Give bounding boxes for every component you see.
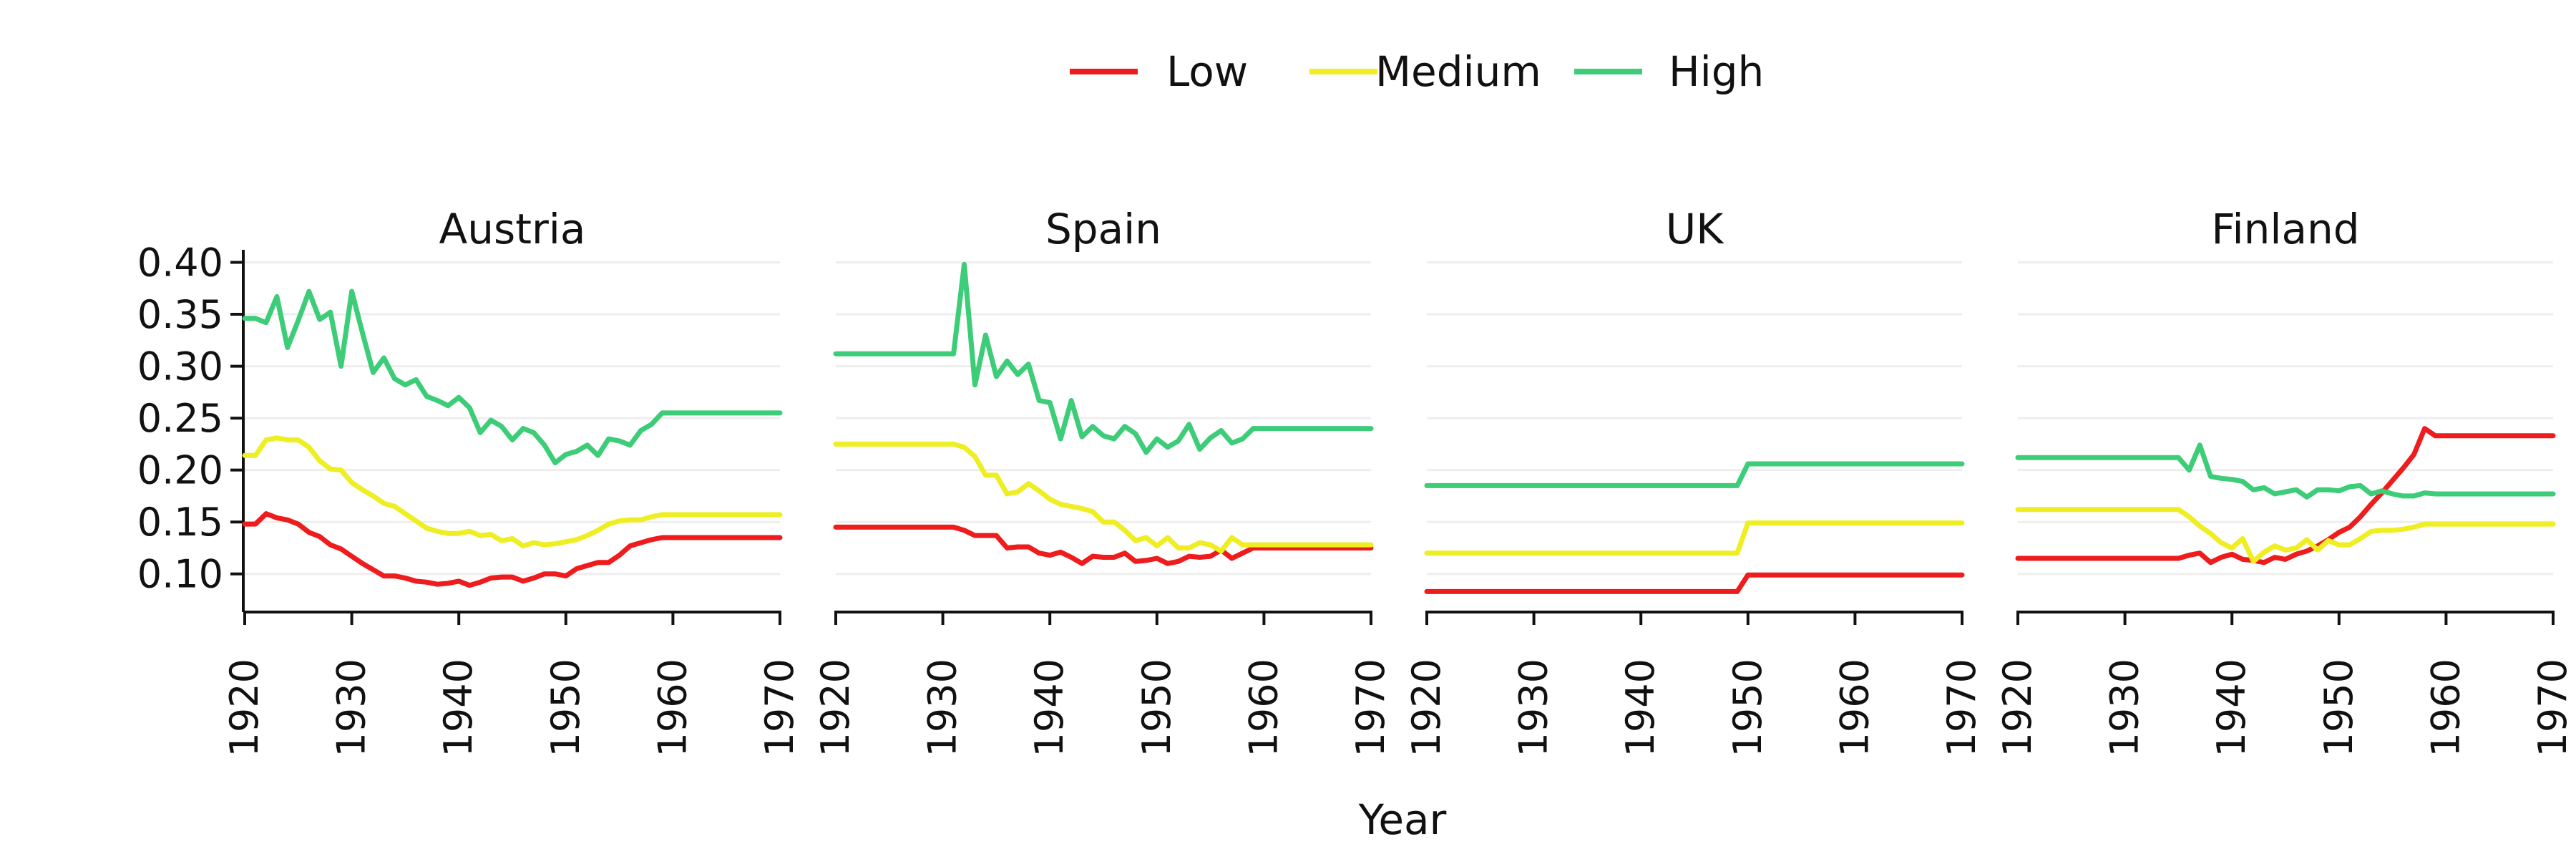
x-tick-label-1930: 1930 bbox=[1511, 659, 1556, 757]
series-line-spain-low bbox=[833, 524, 1374, 566]
y-tick-label-0.30: 0.30 bbox=[137, 344, 223, 389]
y-tick-label-0.40: 0.40 bbox=[137, 241, 223, 286]
x-axis-title: Year bbox=[1358, 795, 1447, 844]
panel-spain: Spain 1920 1930 1940 1950 1960 1970 bbox=[813, 205, 1393, 757]
x-tick-label-1950: 1950 bbox=[543, 659, 588, 757]
y-tick-label-0.15: 0.15 bbox=[137, 500, 223, 545]
x-tick-label-1940: 1940 bbox=[1618, 659, 1663, 757]
legend-label-high: High bbox=[1669, 47, 1764, 96]
series-line-finland-high bbox=[2015, 442, 2556, 500]
series-line-spain-medium bbox=[833, 441, 1374, 554]
panel-uk: UK 1920 1930 1940 1950 1960 1970 bbox=[1404, 205, 1984, 757]
x-tick-label-1970: 1970 bbox=[1348, 659, 1393, 757]
chart-panels: Austria 1920 1930 1940 1950 1960 1970 0.10 0.15 0… bbox=[137, 205, 2575, 757]
series-line-austria-high bbox=[242, 288, 783, 465]
x-tick-label-1930: 1930 bbox=[920, 659, 965, 757]
x-tick-label-1950: 1950 bbox=[2316, 659, 2361, 757]
x-tick-label-1920: 1920 bbox=[1404, 659, 1449, 757]
series-line-uk-low bbox=[1424, 572, 1965, 594]
x-tick-label-1920: 1920 bbox=[222, 659, 267, 757]
x-tick-label-1940: 1940 bbox=[1027, 659, 1072, 757]
series-line-spain-high bbox=[833, 261, 1374, 455]
x-tick-label-1970: 1970 bbox=[1939, 659, 1984, 757]
x-tick-label-1960: 1960 bbox=[1832, 659, 1877, 757]
legend: Low Medium High bbox=[1070, 47, 1764, 96]
x-tick-label-1920: 1920 bbox=[1995, 659, 2040, 757]
panel-title-spain: Spain bbox=[1045, 205, 1161, 253]
series-line-austria-medium bbox=[242, 435, 783, 549]
series-line-uk-high bbox=[1424, 461, 1965, 488]
series-line-finland-low bbox=[2015, 426, 2556, 566]
x-tick-label-1930: 1930 bbox=[2102, 659, 2147, 757]
panel-title-uk: UK bbox=[1666, 205, 1724, 253]
panel-title-finland: Finland bbox=[2211, 205, 2359, 253]
y-tick-label-0.25: 0.25 bbox=[137, 396, 223, 441]
y-tick-label-0.35: 0.35 bbox=[137, 292, 223, 337]
x-tick-label-1940: 1940 bbox=[2209, 659, 2254, 757]
x-tick-label-1920: 1920 bbox=[813, 659, 858, 757]
legend-label-low: Low bbox=[1166, 47, 1248, 96]
x-tick-label-1960: 1960 bbox=[1241, 659, 1286, 757]
panel-title-austria: Austria bbox=[439, 205, 586, 253]
series-line-austria-low bbox=[242, 511, 783, 588]
x-tick-label-1930: 1930 bbox=[329, 659, 374, 757]
legend-label-medium: Medium bbox=[1375, 47, 1541, 96]
x-tick-label-1950: 1950 bbox=[1725, 659, 1770, 757]
x-tick-label-1960: 1960 bbox=[650, 659, 695, 757]
x-tick-label-1970: 1970 bbox=[757, 659, 802, 757]
x-tick-label-1960: 1960 bbox=[2423, 659, 2468, 757]
series-line-finland-medium bbox=[2015, 507, 2556, 564]
x-tick-label-1970: 1970 bbox=[2530, 659, 2575, 757]
x-tick-label-1940: 1940 bbox=[436, 659, 481, 757]
y-tick-label-0.20: 0.20 bbox=[137, 448, 223, 493]
y-tick-label-0.10: 0.10 bbox=[137, 552, 223, 597]
panel-finland: Finland 1920 1930 1940 1950 1960 1970 bbox=[1995, 205, 2575, 757]
series-line-uk-medium bbox=[1424, 520, 1965, 556]
panel-austria: Austria 1920 1930 1940 1950 1960 1970 0.10 0.15 0… bbox=[137, 205, 802, 757]
x-tick-label-1950: 1950 bbox=[1134, 659, 1179, 757]
